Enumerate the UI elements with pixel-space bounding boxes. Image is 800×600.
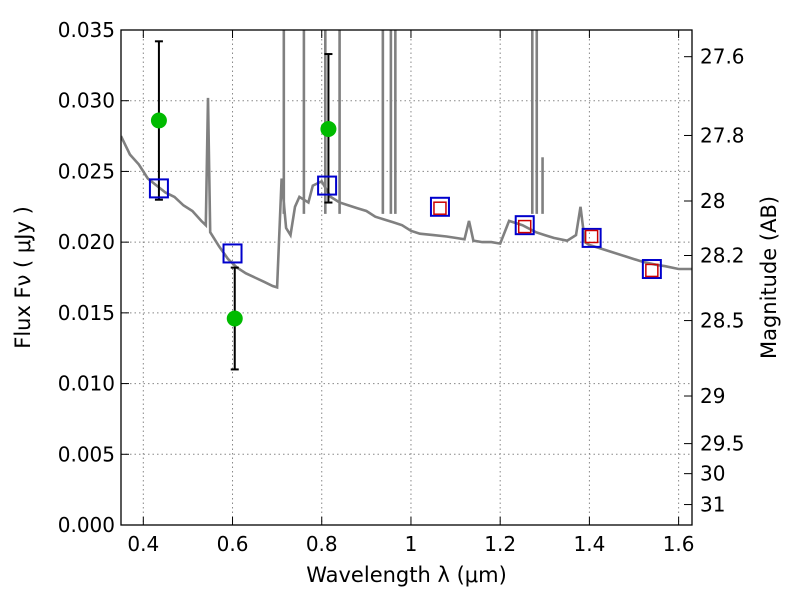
- right-tick-label: 30: [700, 462, 725, 486]
- model-box-point: [581, 227, 602, 248]
- model-inner-point: [584, 229, 599, 244]
- y-tick-label: 0.000: [58, 513, 115, 537]
- observed-point: [150, 112, 167, 129]
- y-tick-label: 0.035: [58, 18, 115, 42]
- y-axis-label: Flux Fν ( μJy ): [11, 206, 35, 349]
- y-tick-label: 0.015: [58, 301, 115, 325]
- spectrum-layer: [121, 30, 692, 290]
- spectrum-line: [121, 97, 692, 290]
- y-tick-label: 0.025: [58, 159, 115, 183]
- observed-point: [226, 310, 243, 327]
- axis-ticks: 0.4 0.6 0.8 1 1.2 1.4 1.6 0.000 0.005 0.010 0.015 0…: [58, 18, 745, 556]
- y-tick-label: 0.020: [58, 230, 115, 254]
- right-tick-label: 27.8: [700, 123, 745, 147]
- error-bars: [154, 40, 333, 371]
- model-inner-point: [433, 201, 447, 215]
- y-axis-right-label: Magnitude (AB): [757, 196, 781, 359]
- y-tick-label: 0.030: [58, 89, 115, 113]
- right-tick-label: 28.2: [700, 244, 745, 268]
- x-tick-label: 0.6: [217, 532, 249, 556]
- x-tick-label: 1.6: [663, 532, 695, 556]
- model-inner-point: [645, 263, 659, 278]
- model-box-point: [222, 243, 243, 264]
- x-axis-label: Wavelength λ (μm): [306, 563, 507, 587]
- right-tick-label: 29: [700, 384, 725, 408]
- right-tick-label: 28: [700, 189, 725, 213]
- x-tick-label: 1.4: [573, 532, 605, 556]
- x-tick-label: 1: [405, 532, 418, 556]
- right-tick-label: 29.5: [700, 432, 745, 456]
- plot-frame: [120, 29, 693, 526]
- model-box-point: [641, 259, 662, 280]
- x-tick-label: 0.4: [127, 532, 159, 556]
- markers: [148, 112, 662, 327]
- right-tick-label: 31: [700, 493, 725, 517]
- model-inner-point: [517, 219, 532, 234]
- right-tick-label: 28.5: [700, 309, 745, 333]
- model-box-point: [148, 178, 169, 199]
- model-box-point: [514, 215, 535, 236]
- observed-point: [320, 121, 337, 137]
- model-box-point: [429, 196, 450, 217]
- model-box-point: [317, 175, 338, 196]
- right-tick-label: 27.6: [700, 45, 745, 69]
- x-tick-label: 0.8: [306, 532, 338, 556]
- x-tick-label: 1.2: [484, 532, 516, 556]
- y-tick-label: 0.005: [58, 442, 115, 466]
- y-tick-label: 0.010: [58, 372, 115, 396]
